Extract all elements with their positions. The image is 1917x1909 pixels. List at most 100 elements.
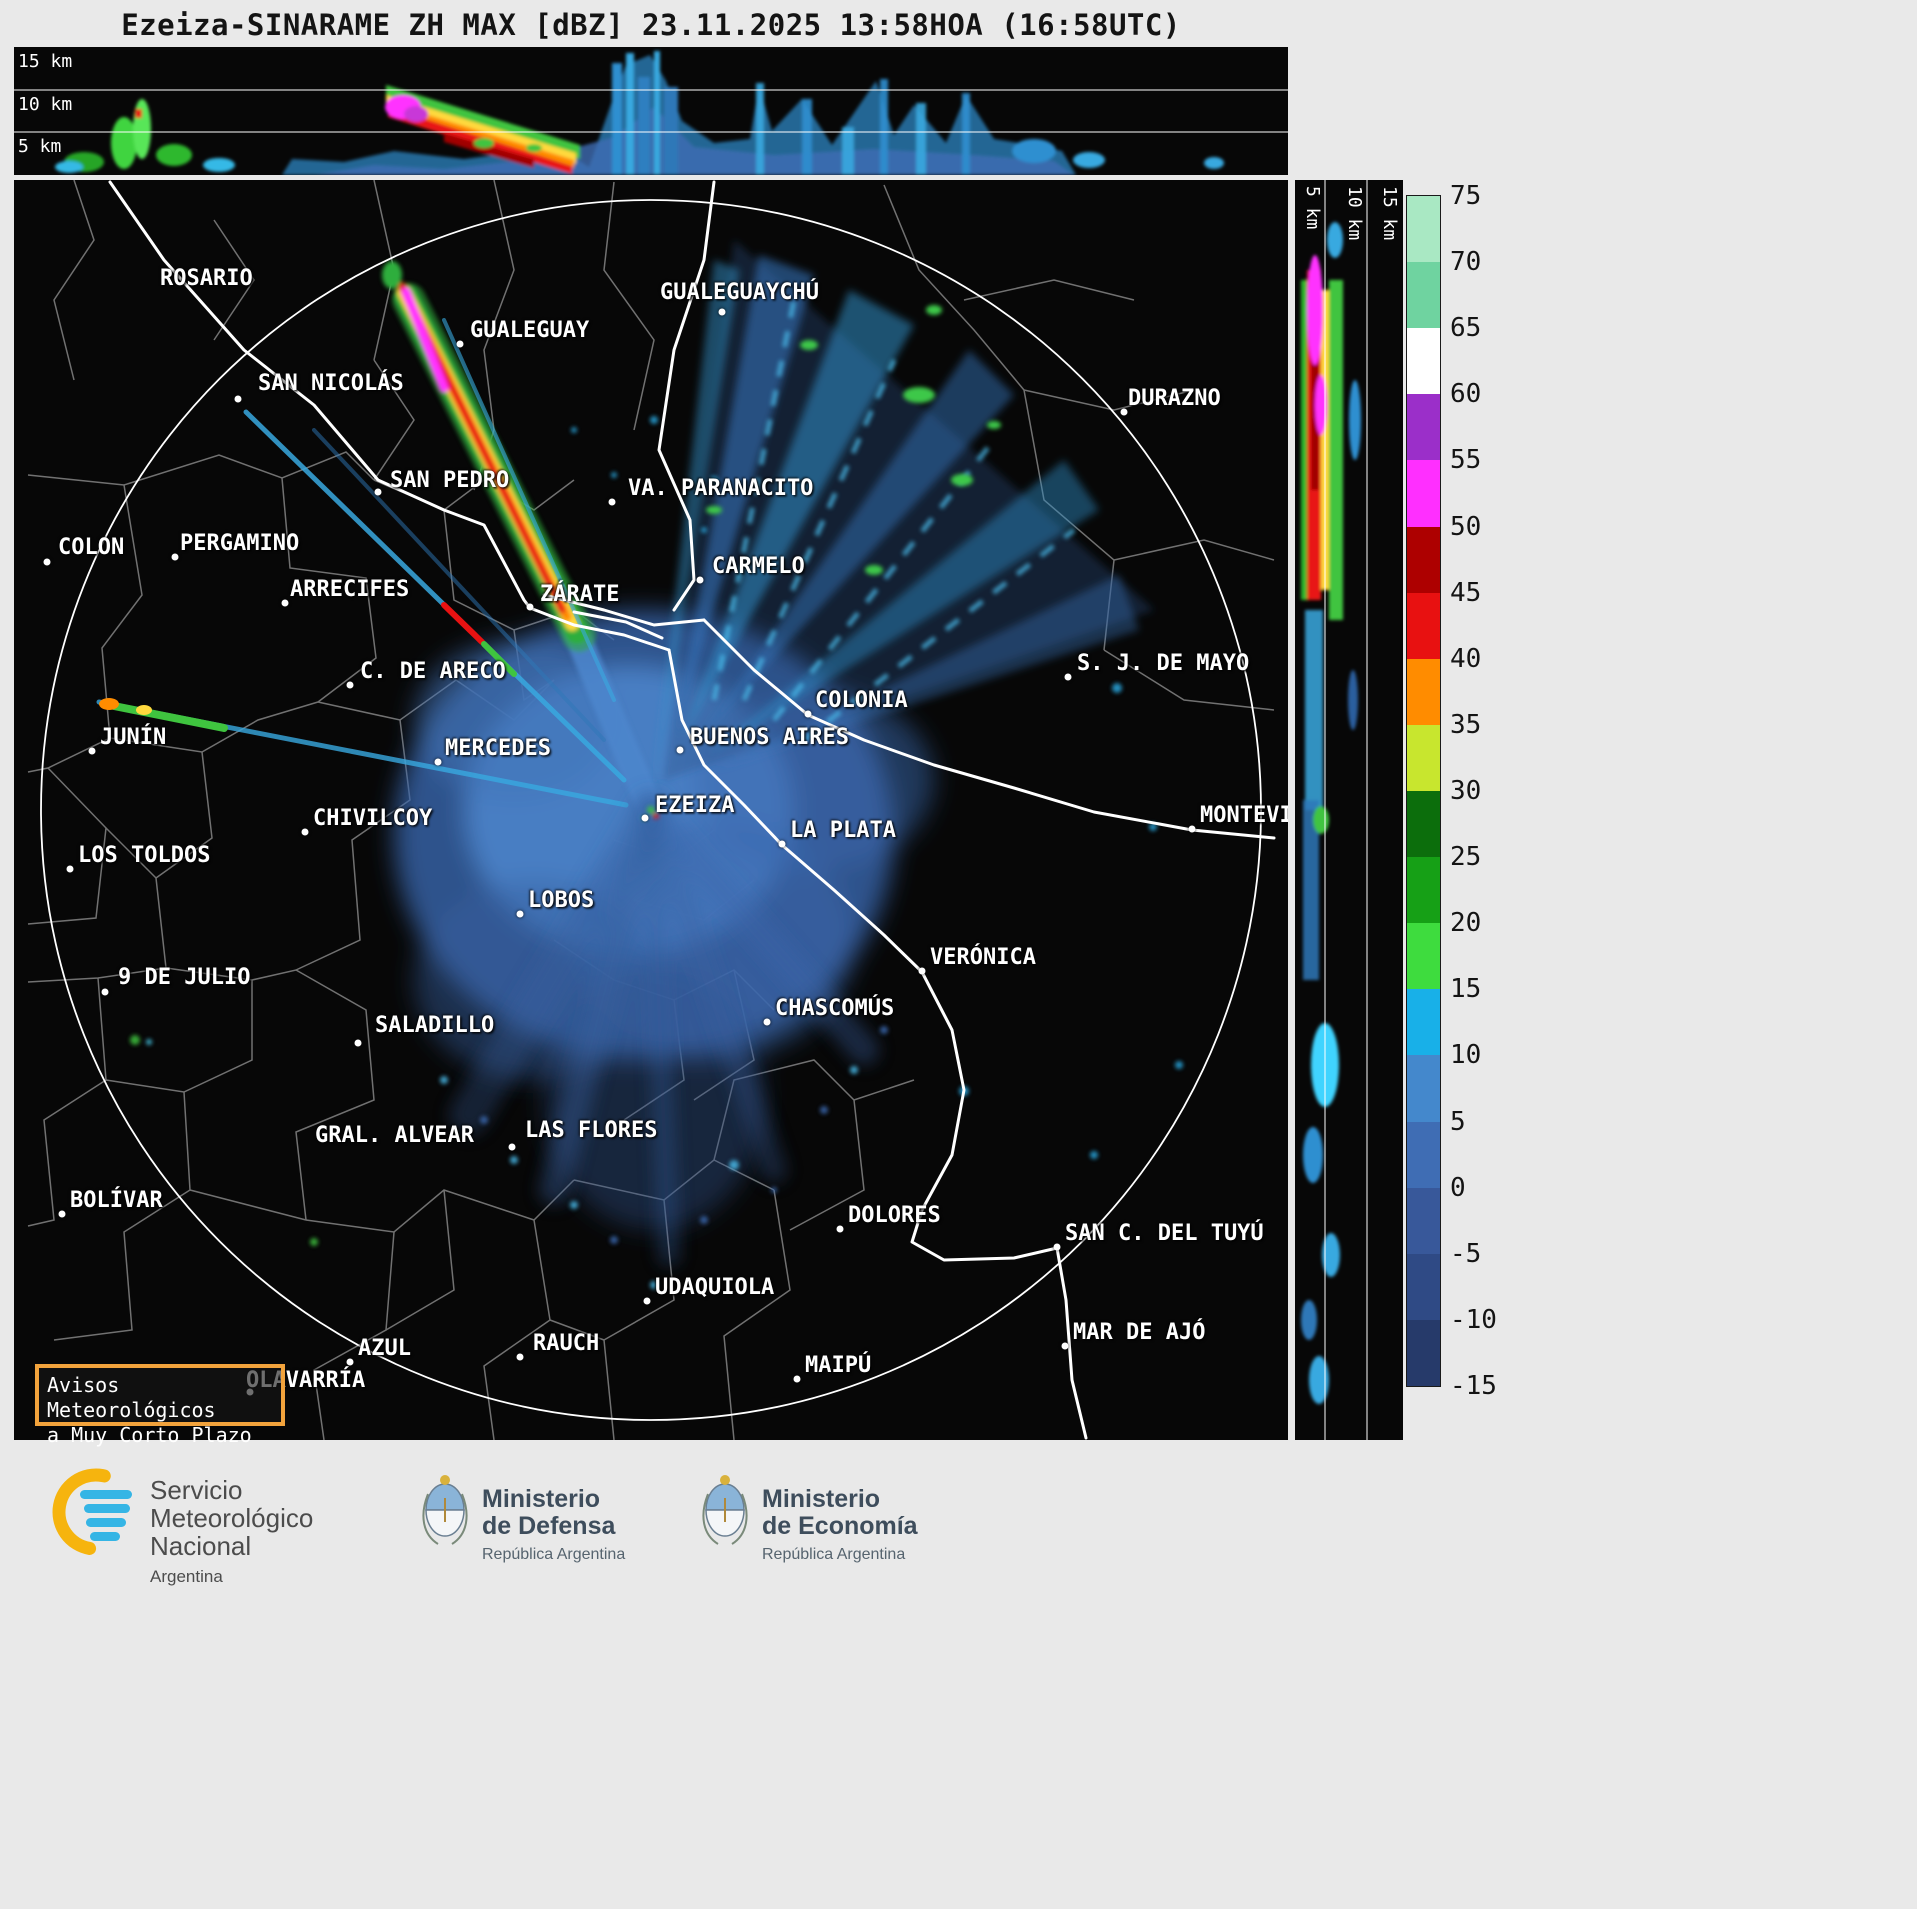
colorbar-tick-label: 15 (1450, 974, 1482, 1005)
city-dot (836, 1225, 844, 1233)
smn-line1: Servicio (150, 1475, 243, 1505)
colorbar-segment (1407, 1121, 1440, 1188)
radar-echoes (96, 240, 1183, 1289)
city-dot (793, 1375, 801, 1383)
city-dot (643, 1297, 651, 1305)
city-label: ZÁRATE (540, 582, 620, 607)
city-dot (696, 576, 704, 584)
city-label: LAS FLORES (525, 1118, 658, 1143)
defensa-coat-of-arms-icon (422, 1474, 468, 1545)
colorbar-segment (1407, 658, 1440, 725)
city-label: SAN PEDRO (390, 468, 510, 493)
city-label: BOLÍVAR (70, 1188, 163, 1213)
city-label: DURAZNO (1128, 386, 1221, 411)
city-dot (516, 1353, 524, 1361)
city-label: 9 DE JULIO (118, 965, 251, 990)
city-label: DOLORES (848, 1203, 941, 1228)
smn-line2: Meteorológico (150, 1503, 314, 1533)
city-dot (58, 1210, 66, 1218)
city-dot (526, 603, 534, 611)
economia-line1: Ministerio (762, 1485, 881, 1513)
colorbar-segment (1407, 460, 1440, 527)
city-dot (516, 910, 524, 918)
colorbar-tick-label: 65 (1450, 313, 1482, 344)
defensa-line2: de Defensa (482, 1512, 616, 1540)
smn-logo-icon (52, 1468, 140, 1556)
city-layer: ROSARIO GUALEGUAYCHÚ GUALEGUAY SAN NICOLÁS D… (14, 180, 1288, 1440)
economia-coat-of-arms-icon (702, 1474, 748, 1545)
height-label-15km: 15 km (18, 51, 73, 72)
colorbar-segment (1407, 1253, 1440, 1320)
city-dot (66, 865, 74, 873)
colorbar-ticks: 75 70 65 60 55 50 45 40 35 30 25 20 15 10 5 0 -5 -10 -15 (1450, 181, 1520, 1401)
colorbar-segment (1407, 328, 1440, 395)
top-profile-graphic (14, 51, 1288, 175)
height-label-15km-right: 15 km (1379, 186, 1400, 241)
colorbar-tick-label: 35 (1450, 709, 1482, 740)
city-label: UDAQUIOLA (655, 1275, 775, 1300)
colorbar-tick-label: 20 (1450, 908, 1482, 939)
city-label: SAN NICOLÁS (258, 371, 404, 396)
colorbar-tick-label: 40 (1450, 643, 1482, 674)
city-label: LOBOS (528, 888, 595, 913)
city-dot (354, 1039, 362, 1047)
city-dot (763, 1018, 771, 1026)
city-label: AZUL (358, 1336, 411, 1361)
main-radar-panel: ROSARIO GUALEGUAYCHÚ GUALEGUAY SAN NICOLÁS D… (14, 180, 1288, 1440)
city-label: ARRECIFES (290, 577, 410, 602)
height-label-5km: 5 km (18, 136, 62, 157)
city-dot (346, 1358, 354, 1366)
defensa-sub: República Argentina (482, 1546, 626, 1563)
city-dot (43, 558, 51, 566)
city-dot (804, 710, 812, 718)
footer: Servicio Meteorológico Nacional Argentin… (0, 1462, 1917, 1592)
city-label: CARMELO (712, 554, 805, 579)
city-label: COLON (58, 535, 125, 560)
colorbar-tick-label: 0 (1450, 1172, 1466, 1203)
colorbar-segment (1407, 526, 1440, 593)
economia-line2: de Economía (762, 1512, 918, 1540)
colorbar-segment (1407, 394, 1440, 461)
city-dot (1188, 825, 1196, 833)
right-height-profile-panel: 5 km 10 km 15 km (1295, 180, 1403, 1440)
height-label-5km-right: 5 km (1302, 186, 1323, 230)
colorbar-segment (1407, 1055, 1440, 1122)
right-profile-graphic (1301, 180, 1368, 1440)
colorbar-tick-label: 50 (1450, 511, 1482, 542)
city-dot (1061, 1342, 1069, 1350)
city-label: MONTEVIDEO (1200, 803, 1288, 828)
colorbar-tick-label: -15 (1450, 1371, 1497, 1401)
city-dot (456, 340, 464, 348)
colorbar-tick-label: 45 (1450, 577, 1482, 608)
colorbar-tick-label: 60 (1450, 379, 1482, 410)
city-label: COLONIA (815, 688, 908, 713)
city-dot (1064, 673, 1072, 681)
city-dot (718, 308, 726, 316)
colorbar-segment (1407, 790, 1440, 858)
defensa-line1: Ministerio (482, 1485, 601, 1513)
radar-map-graphic (27, 180, 1276, 1440)
city-label: ROSARIO (160, 266, 253, 291)
city-dot (608, 498, 616, 506)
city-label: MAR DE AJÓ (1073, 1320, 1206, 1345)
city-dot (234, 395, 242, 403)
city-dot (1120, 408, 1128, 416)
city-dot (374, 488, 382, 496)
city-dot (301, 828, 309, 836)
height-label-10km-right: 10 km (1344, 186, 1365, 241)
city-label: PERGAMINO (180, 531, 300, 556)
colorbar-tick-label: -10 (1450, 1304, 1497, 1335)
city-label: LOS TOLDOS (78, 843, 211, 868)
warning-box[interactable]: Avisos Meteorológicos a Muy Corto Plazo (35, 1364, 285, 1447)
city-label: LA PLATA (790, 818, 896, 843)
top-height-profile-panel: 15 km 10 km 5 km (14, 47, 1288, 175)
city-label: VA. PARANACITO (628, 476, 814, 501)
colorbar-tick-label: 5 (1450, 1106, 1466, 1137)
city-label: BUENOS AIRES (690, 725, 849, 750)
colorbar-segment (1407, 923, 1440, 990)
colorbar-segment (1407, 592, 1440, 659)
city-dot (88, 747, 96, 755)
city-label: EZEIZA (655, 793, 735, 818)
city-label: GUALEGUAYCHÚ (660, 280, 819, 305)
